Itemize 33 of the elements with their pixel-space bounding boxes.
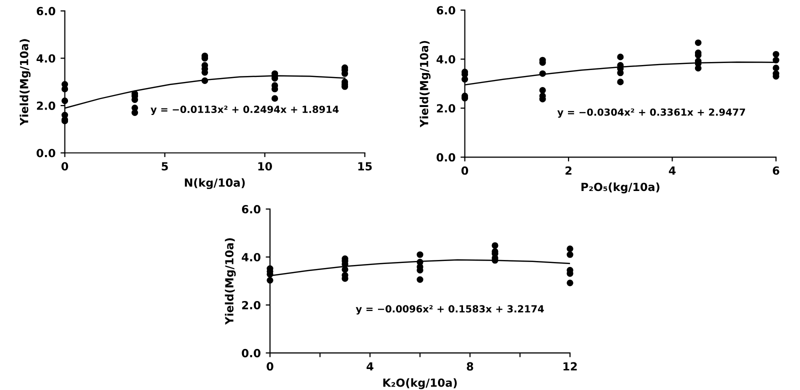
y-axis-title: Yield(Mg/10a)	[224, 238, 236, 325]
x-axis-title: K₂O(kg/10a)	[383, 378, 457, 390]
x-tick-label: 4	[668, 166, 676, 175]
y-tick-label: 0.0	[436, 153, 456, 162]
x-tick-label: 5	[162, 162, 168, 171]
annotation: y = −0.0304x² + 0.3361x + 2.9477	[557, 108, 746, 118]
y-tick-label: 4.0	[36, 54, 56, 63]
y-tick-label: 4.0	[242, 252, 260, 262]
annotation: y = −0.0096x² + 0.1583x + 3.2174	[356, 305, 544, 314]
x-tick-label: 10	[258, 162, 272, 171]
y-tick-label: 4.0	[436, 55, 456, 64]
y-tick-label: 0.0	[36, 148, 56, 158]
x-tick-label: 8	[466, 362, 474, 371]
y-tick-label: 0.0	[242, 348, 260, 358]
y-tick-label: 2.0	[436, 104, 456, 113]
x-tick-label: 2	[566, 166, 572, 175]
x-tick-label: 4	[366, 362, 374, 370]
annotation: y = −0.0113x² + 0.2494x + 1.8914	[150, 106, 339, 115]
x-axis-title: P₂O₅(kg/10a)	[582, 182, 660, 194]
y-tick-label: 2.0	[36, 102, 56, 110]
x-tick-label: 0	[266, 362, 274, 371]
x-tick-label: 15	[358, 162, 372, 171]
y-axis-title: Yield(Mg/10a)	[20, 39, 31, 126]
y-axis-title: Yield(Mg/10a)	[420, 40, 431, 128]
x-axis-title: N(kg/10a)	[184, 178, 245, 190]
x-tick-label: 6	[772, 166, 780, 175]
y-tick-label: 6.0	[436, 6, 456, 15]
x-tick-label: 12	[564, 362, 577, 370]
y-tick-label: 6.0	[242, 205, 260, 214]
x-tick-label: 0	[61, 162, 68, 171]
y-tick-label: 2.0	[242, 300, 260, 310]
x-tick-label: 0	[461, 166, 468, 175]
y-tick-label: 6.0	[36, 6, 56, 16]
